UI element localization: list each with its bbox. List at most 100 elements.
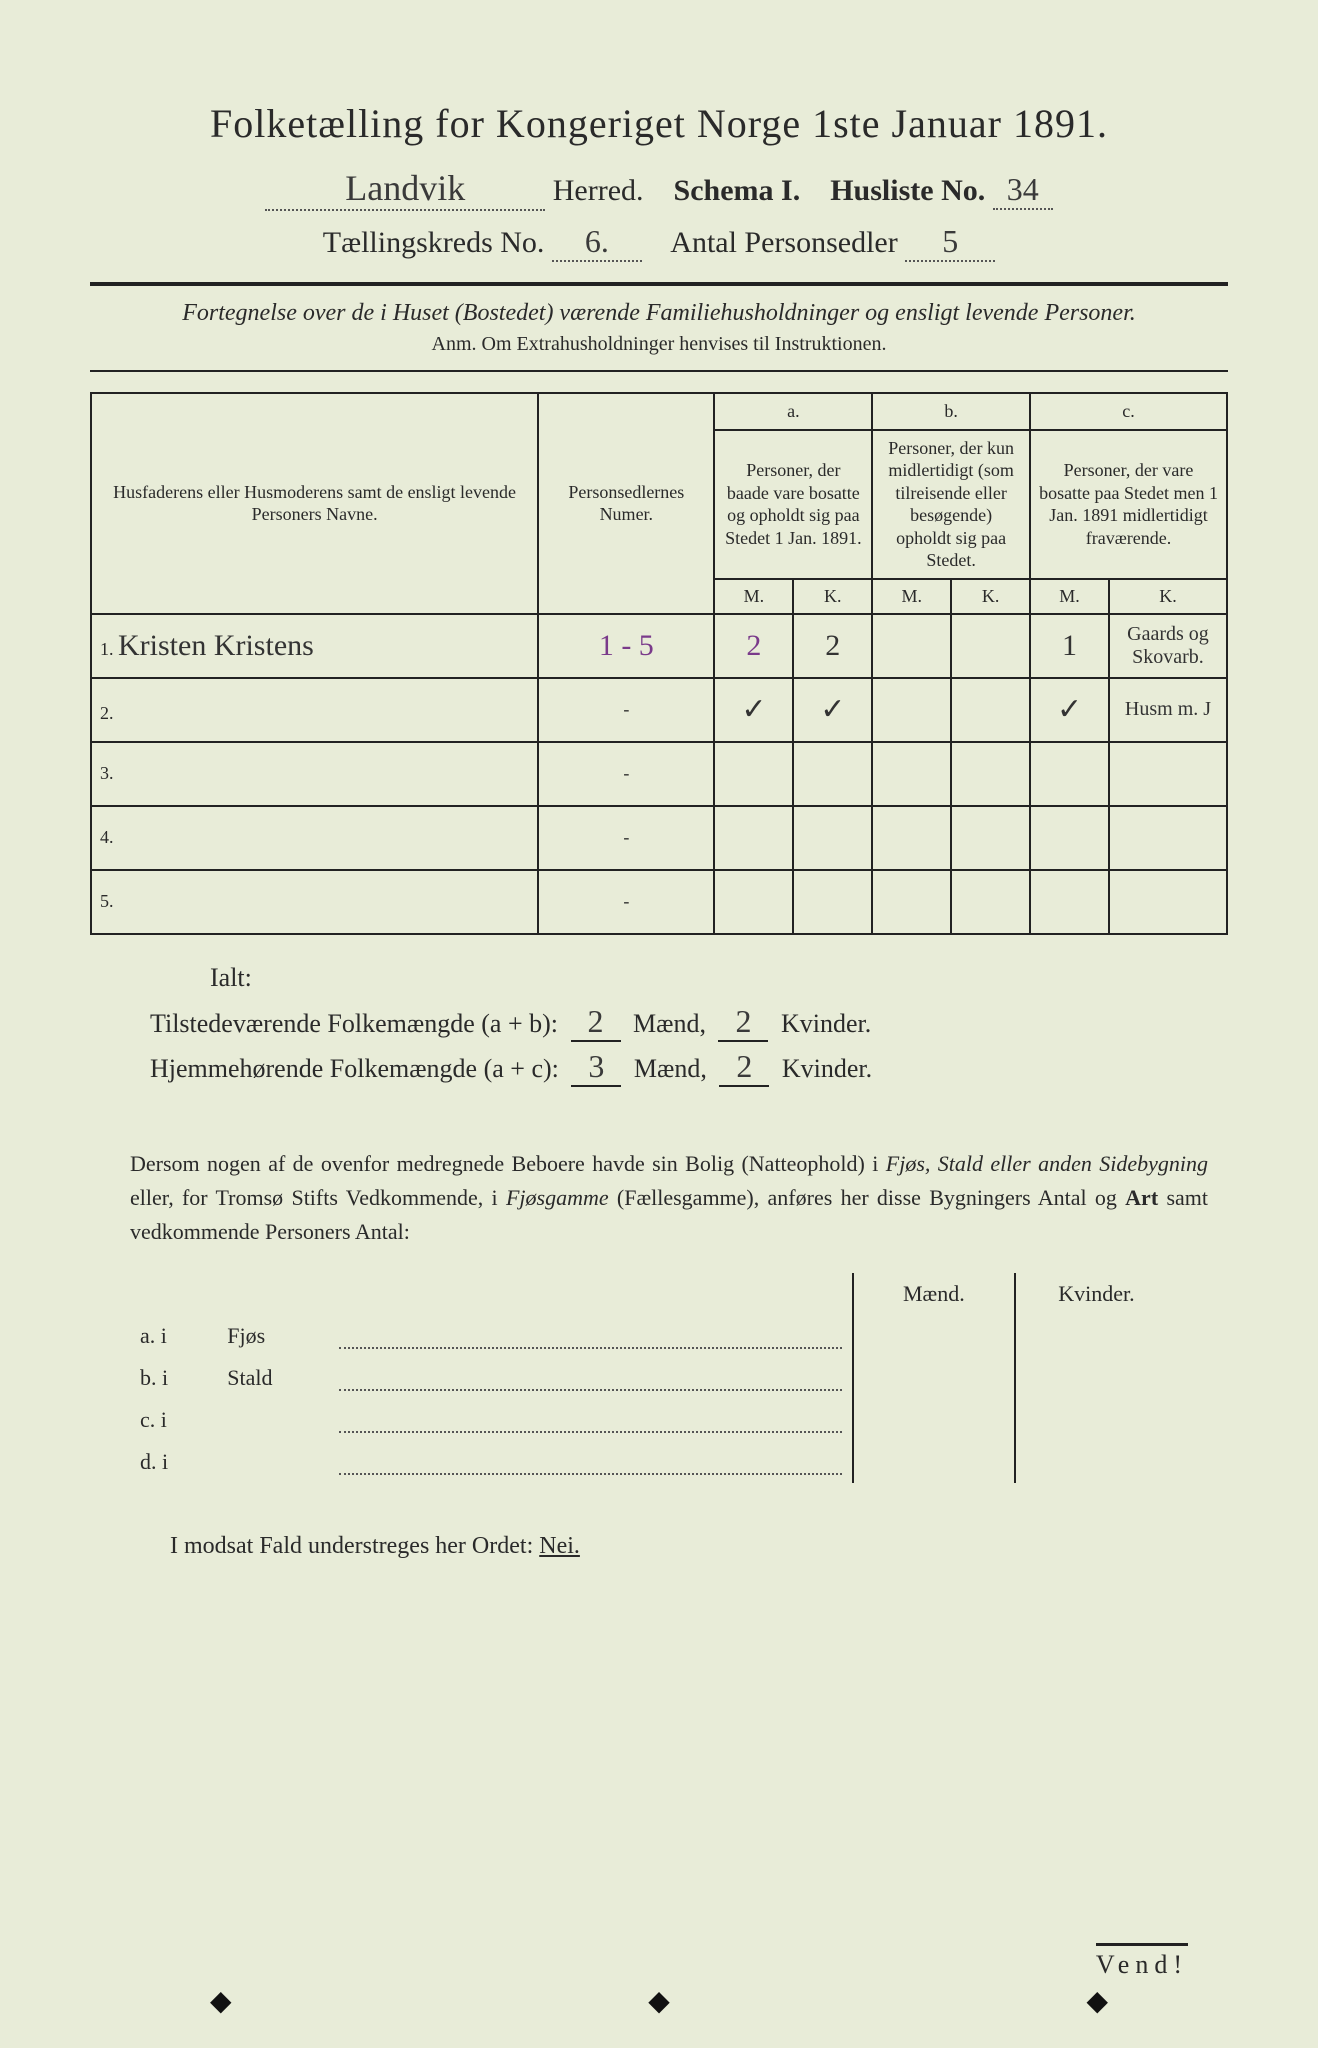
main-table: Husfaderens eller Husmoderens samt de en… — [90, 392, 1228, 935]
col-c-desc: Personer, der vare bosatte paa Stedet me… — [1030, 430, 1227, 579]
row-c-k — [1109, 806, 1227, 870]
kreds-number: 6. — [552, 223, 642, 262]
row-b-m — [872, 742, 951, 806]
instruction-paragraph: Dersom nogen af de ovenfor medregnede Be… — [130, 1147, 1208, 1249]
anm-note: Anm. Om Extrahusholdninger henvises til … — [90, 333, 1228, 356]
hjemme-maend: 3 — [571, 1048, 621, 1087]
nei-word: Nei. — [539, 1533, 580, 1559]
row-a-k — [793, 806, 872, 870]
col-c-top: c. — [1030, 393, 1227, 430]
sub-row-m — [853, 1315, 1015, 1357]
row-number: 5. — [100, 891, 114, 911]
row-b-m — [872, 870, 951, 934]
row-c-m: ✓ — [1057, 693, 1082, 726]
tilstede-maend: 2 — [571, 1003, 621, 1042]
nei-text: I modsat Fald understreges her Ordet: — [170, 1533, 539, 1559]
row-c-m: 1 — [1062, 629, 1077, 662]
col-a-desc: Personer, der baade vare bosatte og opho… — [714, 430, 872, 579]
sub-table: Mænd. Kvinder. a. i Fjøs b. i Stald c. i… — [130, 1273, 1177, 1483]
sub-row-m — [853, 1441, 1015, 1483]
sub-kvinder-header: Kvinder. — [1015, 1273, 1177, 1315]
row-b-k — [951, 806, 1030, 870]
totals-line-2: Hjemmehørende Folkemængde (a + c): 3 Mæn… — [150, 1048, 1228, 1087]
row-c-m — [1030, 870, 1109, 934]
sub-header-row: Mænd. Kvinder. — [130, 1273, 1177, 1315]
dotted-fill — [339, 1411, 841, 1433]
row-a-m — [714, 742, 793, 806]
sub-row-key: c. i — [130, 1399, 217, 1441]
herred-label: Herred. — [553, 174, 644, 207]
col-b-m: M. — [872, 579, 951, 614]
sub-row: c. i — [130, 1399, 1177, 1441]
table-row: 5. - — [91, 870, 1227, 934]
row-b-k — [951, 614, 1030, 678]
herred-name-handwritten: Landvik — [265, 167, 545, 211]
husliste-label: Husliste No. — [830, 174, 985, 207]
row-sedler: - — [538, 742, 714, 806]
row-c-m — [1030, 742, 1109, 806]
col-b-desc: Personer, der kun midlertidigt (som tilr… — [872, 430, 1030, 579]
row-b-k — [951, 742, 1030, 806]
row-sedler: - — [538, 870, 714, 934]
row-c-k: Husm m. J — [1125, 698, 1211, 720]
col-c-k: K. — [1109, 579, 1227, 614]
sub-row-key: d. i — [130, 1441, 217, 1483]
nei-line: I modsat Fald understreges her Ordet: Ne… — [170, 1533, 1228, 1560]
tilstede-kvinder: 2 — [718, 1003, 768, 1042]
sub-row-cat: Stald — [217, 1357, 329, 1399]
col-a-m: M. — [714, 579, 793, 614]
row-a-k: ✓ — [820, 693, 845, 726]
page-title: Folketælling for Kongeriget Norge 1ste J… — [90, 100, 1228, 147]
col-b-k: K. — [951, 579, 1030, 614]
kvinder-label: Kvinder. — [781, 1009, 871, 1038]
hjemme-kvinder: 2 — [719, 1048, 769, 1087]
table-row: 3. - — [91, 742, 1227, 806]
row-a-k — [793, 870, 872, 934]
row-a-m — [714, 870, 793, 934]
sub-row-key: b. i — [130, 1357, 217, 1399]
divider-thick — [90, 282, 1228, 286]
row-b-k — [951, 678, 1030, 742]
row-b-m — [872, 614, 951, 678]
sub-row-k — [1015, 1315, 1177, 1357]
sub-row: a. i Fjøs — [130, 1315, 1177, 1357]
tilstede-label: Tilstedeværende Folkemængde (a + b): — [150, 1009, 558, 1038]
sub-row-m — [853, 1399, 1015, 1441]
maend-label: Mænd, — [634, 1054, 707, 1083]
antal-label: Antal Personsedler — [670, 226, 897, 259]
dotted-fill — [339, 1453, 841, 1475]
table-header-row-1: Husfaderens eller Husmoderens samt de en… — [91, 393, 1227, 430]
hjemme-label: Hjemmehørende Folkemængde (a + c): — [150, 1054, 559, 1083]
row-c-k — [1109, 870, 1227, 934]
hole-mark-icon: ◆ — [210, 1984, 232, 2018]
col-a-top: a. — [714, 393, 872, 430]
row-b-m — [872, 806, 951, 870]
row-c-m — [1030, 806, 1109, 870]
schema-label: Schema I. — [674, 174, 801, 207]
col-sedler-header: Personsedlernes Numer. — [538, 393, 714, 614]
census-form-page: Folketælling for Kongeriget Norge 1ste J… — [90, 100, 1228, 1988]
husliste-number: 34 — [993, 171, 1053, 210]
row-sedler: - — [538, 806, 714, 870]
sub-row-cat — [217, 1399, 329, 1441]
row-sedler: - — [538, 678, 714, 742]
vend-label: Vend! — [1096, 1943, 1188, 1980]
sub-row-cat: Fjøs — [217, 1315, 329, 1357]
sub-row-m — [853, 1357, 1015, 1399]
fortegnelse-heading: Fortegnelse over de i Huset (Bostedet) v… — [90, 300, 1228, 327]
ialt-label: Ialt: — [210, 963, 1228, 993]
header-line-2: Tællingskreds No. 6. Antal Personsedler … — [90, 223, 1228, 262]
sub-maend-header: Mænd. — [853, 1273, 1015, 1315]
maend-label: Mænd, — [633, 1009, 706, 1038]
row-a-m — [714, 806, 793, 870]
row-a-k — [793, 742, 872, 806]
sub-row-k — [1015, 1441, 1177, 1483]
table-row: 4. - — [91, 806, 1227, 870]
totals-line-1: Tilstedeværende Folkemængde (a + b): 2 M… — [150, 1003, 1228, 1042]
col-c-m: M. — [1030, 579, 1109, 614]
sub-row-key: a. i — [130, 1315, 217, 1357]
row-sedler: 1 - 5 — [599, 629, 654, 662]
kvinder-label: Kvinder. — [782, 1054, 872, 1083]
sub-row: d. i — [130, 1441, 1177, 1483]
row-number: 2. — [100, 703, 114, 723]
